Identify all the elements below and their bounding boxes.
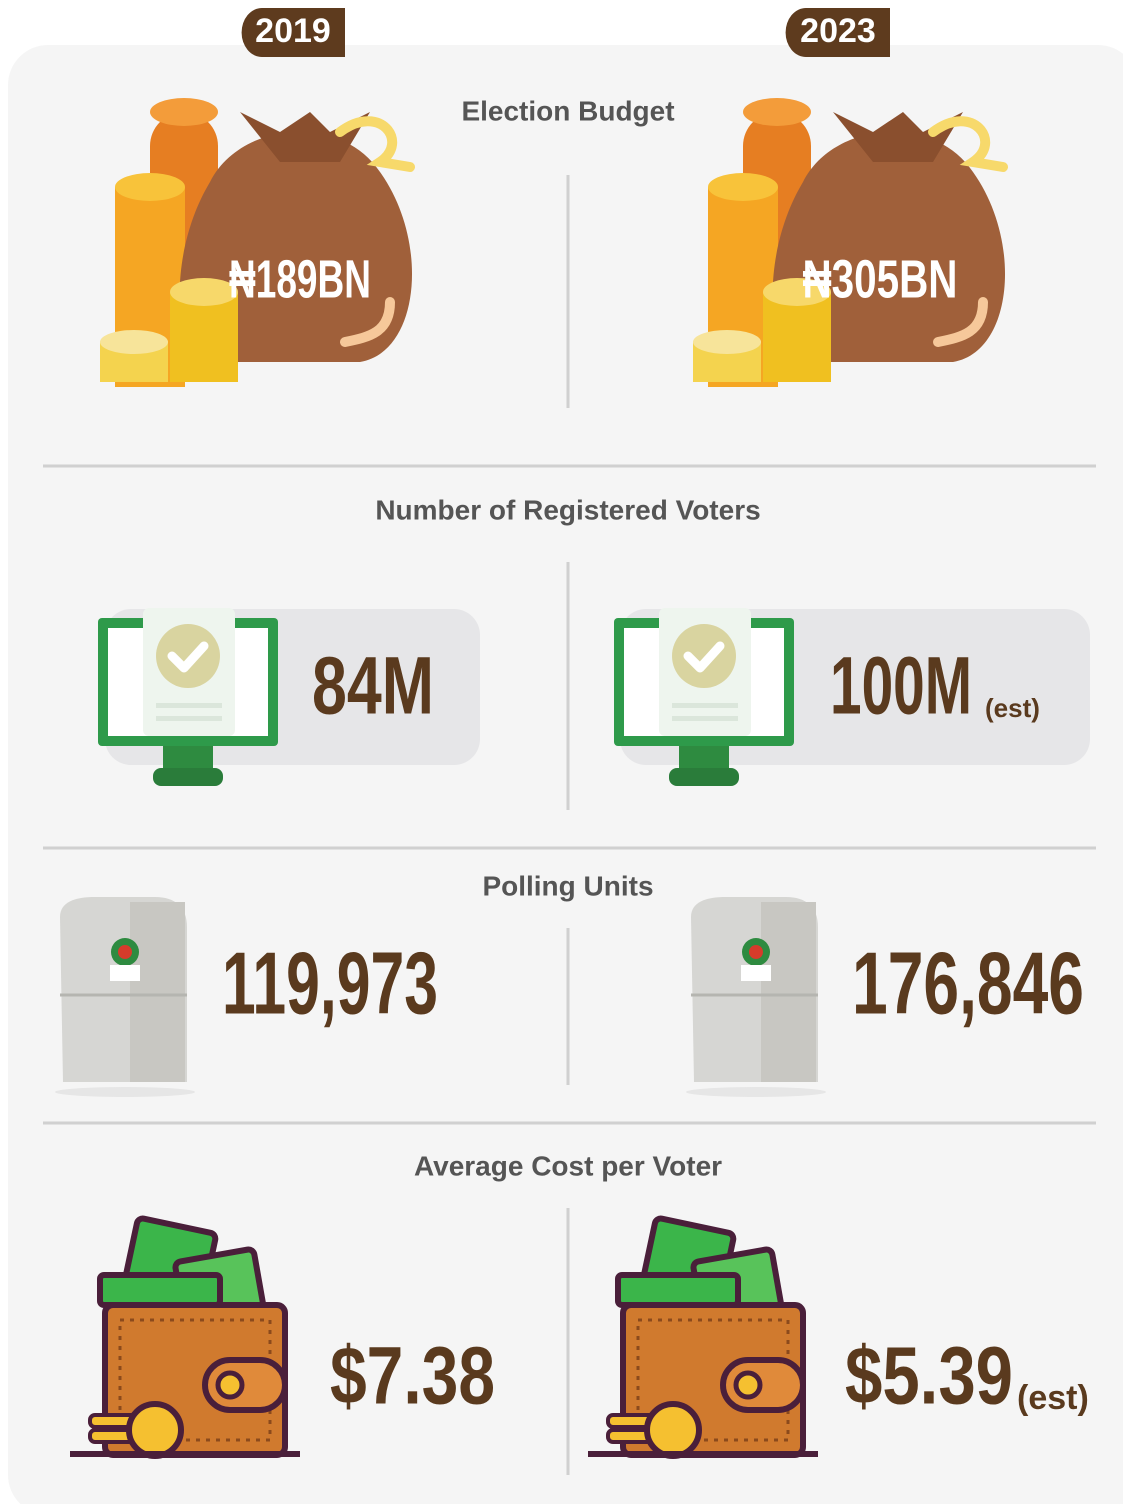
section-title: Polling Units	[482, 870, 653, 901]
cost-value: $7.38	[330, 1331, 495, 1422]
voters-value: 84M	[312, 641, 434, 732]
cost-value: $5.39	[845, 1331, 1013, 1422]
year-label: 2019	[255, 12, 331, 50]
year-label: 2023	[800, 12, 876, 50]
section-title: Number of Registered Voters	[375, 494, 760, 525]
estimate-note: (est)	[1017, 1379, 1089, 1417]
section-title: Election Budget	[461, 95, 674, 126]
polling-booth-icon	[53, 895, 197, 1099]
budget-value: ₦305BN	[803, 249, 958, 309]
voters-value: 100M	[830, 641, 972, 732]
panel	[8, 45, 1123, 1504]
year-tab	[785, 8, 890, 57]
polling-units-value: 176,846	[852, 933, 1084, 1032]
estimate-note: (est)	[985, 693, 1040, 723]
year-tab	[241, 8, 345, 57]
polling-booth-icon	[684, 895, 828, 1099]
section-title: Average Cost per Voter	[414, 1150, 722, 1181]
budget-value: ₦189BN	[229, 249, 371, 309]
polling-units-value: 119,973	[222, 933, 438, 1032]
